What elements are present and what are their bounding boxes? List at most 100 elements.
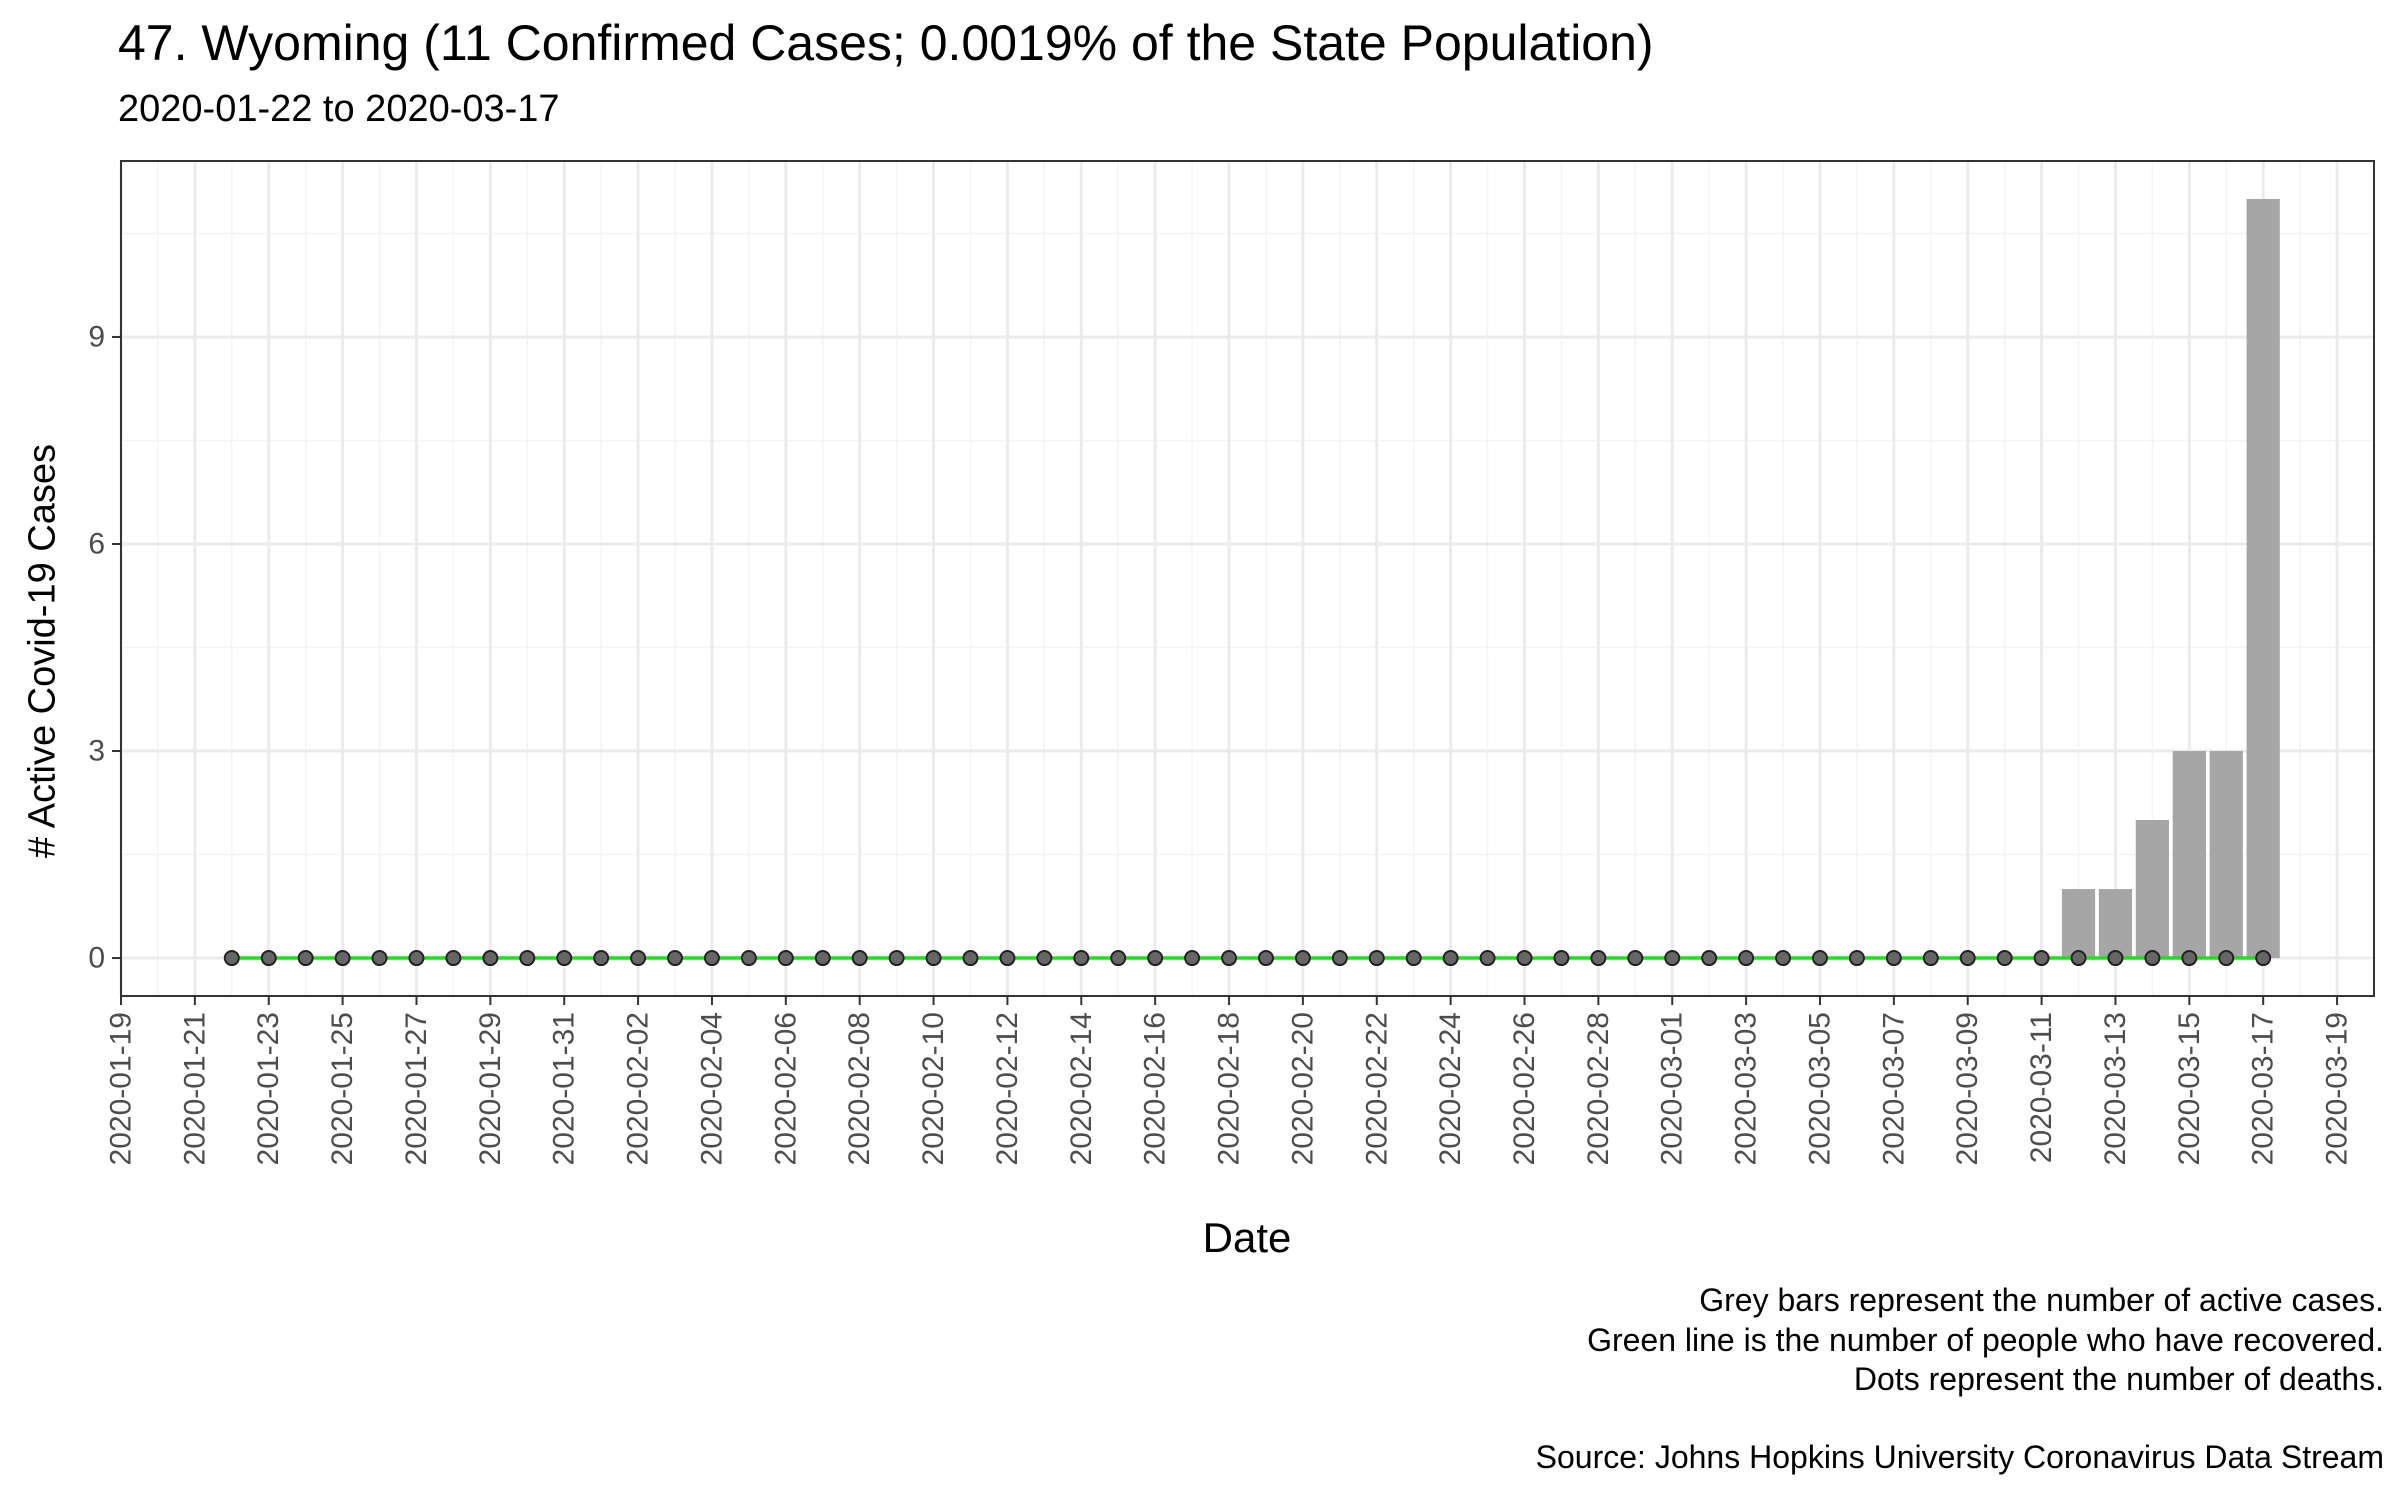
death-point: [2181, 950, 2198, 967]
death-point: [777, 950, 794, 967]
death-point: [2255, 950, 2272, 967]
death-point: [888, 950, 905, 967]
death-point: [999, 950, 1016, 967]
y-tick-label: 9: [88, 320, 105, 353]
death-point: [1664, 950, 1681, 967]
x-tick-label: 2020-03-11: [2025, 1012, 2058, 1163]
death-point: [630, 950, 647, 967]
death-point: [703, 950, 720, 967]
death-point: [1516, 950, 1533, 967]
death-point: [1701, 950, 1718, 967]
death-point: [740, 950, 757, 967]
death-point: [1811, 950, 1828, 967]
death-point: [593, 950, 610, 967]
axes-layer: 0 3 6 9 2020-01-19 2020-01-21 2020-01-23 2020-0…: [88, 320, 2353, 1165]
death-point: [1221, 950, 1238, 967]
y-tick-label: 0: [88, 942, 105, 975]
death-point: [1257, 950, 1274, 967]
x-tick-label: 2020-02-04: [695, 1012, 728, 1165]
death-point: [1110, 950, 1127, 967]
caption-dots: Dots represent the number of deaths.: [1853, 1361, 2384, 1397]
x-tick-label: 2020-02-14: [1065, 1012, 1098, 1165]
chart-title: 47. Wyoming (11 Confirmed Cases; 0.0019%…: [118, 15, 1654, 71]
death-point: [519, 950, 536, 967]
active-cases-bar: [2135, 820, 2170, 959]
active-cases-bar: [2172, 751, 2206, 959]
panel-border: [120, 160, 2375, 997]
death-point: [1036, 950, 1053, 967]
death-point: [1553, 950, 1570, 967]
death-point: [1590, 950, 1607, 967]
x-tick-label: 2020-02-24: [1434, 1012, 1467, 1165]
x-tick-label: 2020-02-20: [1286, 1012, 1319, 1165]
active-cases-bar: [2061, 889, 2096, 959]
death-point: [482, 950, 499, 967]
x-tick-label: 2020-03-03: [1730, 1012, 1763, 1165]
x-tick-label: 2020-03-05: [1803, 1012, 1836, 1165]
x-tick-label: 2020-02-18: [1213, 1012, 1246, 1165]
x-tick-label: 2020-01-29: [474, 1012, 507, 1165]
death-point: [1738, 950, 1755, 967]
x-tick-label: 2020-01-21: [178, 1012, 211, 1165]
death-point: [2070, 950, 2087, 967]
death-point: [1627, 950, 1644, 967]
death-point: [1885, 950, 1902, 967]
deaths-dots-layer: [223, 950, 2272, 967]
death-point: [962, 950, 979, 967]
death-point: [556, 950, 573, 967]
active-cases-bar: [2098, 889, 2133, 959]
x-tick-label: 2020-02-28: [1582, 1012, 1615, 1165]
death-point: [1147, 950, 1164, 967]
death-point: [1294, 950, 1311, 967]
death-point: [1848, 950, 1865, 967]
x-tick-label: 2020-02-08: [843, 1012, 876, 1165]
death-point: [1775, 950, 1792, 967]
x-tick-label: 2020-01-27: [400, 1012, 433, 1165]
x-tick-label: 2020-03-01: [1656, 1012, 1689, 1165]
death-point: [334, 950, 351, 967]
death-point: [260, 950, 277, 967]
death-point: [408, 950, 425, 967]
x-tick-label: 2020-03-09: [1951, 1012, 1984, 1165]
x-tick-label: 2020-02-06: [769, 1012, 802, 1165]
x-tick-label: 2020-01-25: [326, 1012, 359, 1165]
chart-subtitle: 2020-01-22 to 2020-03-17: [118, 88, 560, 130]
bars-layer: [2061, 198, 2280, 959]
death-point: [1922, 950, 1939, 967]
x-tick-label: 2020-02-02: [622, 1012, 655, 1165]
death-point: [297, 950, 314, 967]
death-point: [1959, 950, 1976, 967]
x-tick-label: 2020-01-23: [252, 1012, 285, 1165]
x-tick-label: 2020-02-10: [917, 1012, 950, 1165]
x-tick-label: 2020-01-19: [105, 1012, 138, 1165]
death-point: [925, 950, 942, 967]
y-tick-label: 3: [88, 735, 105, 768]
death-point: [1073, 950, 1090, 967]
x-tick-label: 2020-02-26: [1508, 1012, 1541, 1165]
x-tick-label: 2020-02-12: [991, 1012, 1024, 1165]
caption-bars: Grey bars represent the number of active…: [1699, 1282, 2384, 1318]
death-point: [1331, 950, 1348, 967]
x-tick-label: 2020-03-13: [2099, 1012, 2132, 1165]
active-cases-bar: [2209, 751, 2243, 959]
death-point: [445, 950, 462, 967]
death-point: [1405, 950, 1422, 967]
grid-layer: [119, 161, 2374, 996]
death-point: [667, 950, 684, 967]
y-tick-label: 6: [88, 527, 105, 560]
death-point: [2218, 950, 2235, 967]
death-point: [1368, 950, 1385, 967]
death-point: [851, 950, 868, 967]
death-point: [1996, 950, 2013, 967]
x-tick-label: 2020-03-19: [2321, 1012, 2354, 1165]
death-point: [371, 950, 388, 967]
x-tick-label: 2020-03-07: [1877, 1012, 1910, 1165]
y-axis-label: # Active Covid-19 Cases: [21, 444, 64, 858]
death-point: [814, 950, 831, 967]
x-tick-label: 2020-03-17: [2247, 1012, 2280, 1165]
source-note: Source: Johns Hopkins University Coronav…: [1535, 1439, 2384, 1475]
x-tick-label: 2020-01-31: [548, 1012, 581, 1165]
death-point: [1479, 950, 1496, 967]
x-axis-label: Date: [1202, 1214, 1292, 1261]
